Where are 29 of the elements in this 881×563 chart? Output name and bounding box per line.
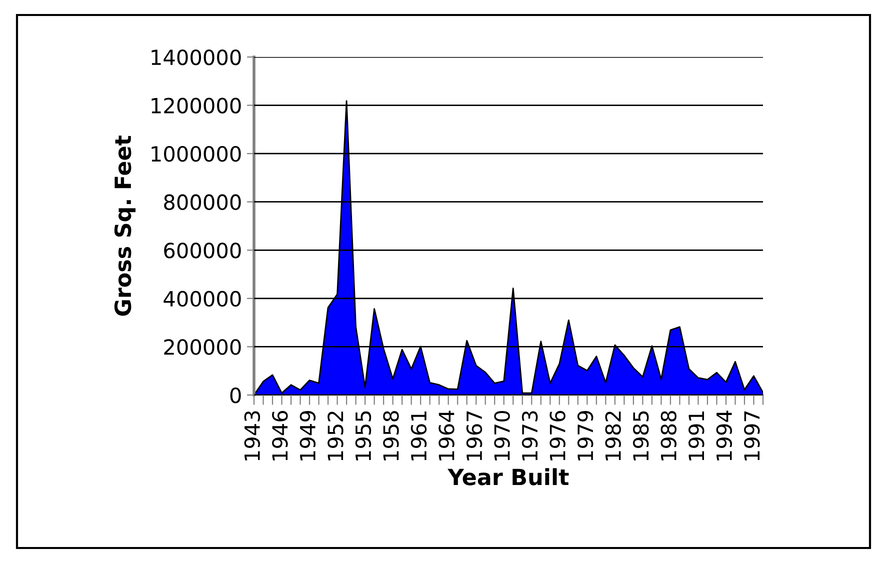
x-tick-label: 1979 bbox=[577, 411, 594, 460]
x-tick-label: 1976 bbox=[550, 410, 566, 460]
y-tick-label: 1400000 bbox=[152, 49, 241, 66]
x-tick-label: 1973 bbox=[522, 411, 538, 460]
y-tick-label: 600000 bbox=[164, 242, 241, 258]
x-axis-title: Year Built bbox=[448, 468, 569, 486]
x-tick-label: 1994 bbox=[716, 410, 732, 460]
x-tick-label: 1988 bbox=[660, 411, 676, 460]
y-tick-label: 200000 bbox=[164, 339, 241, 355]
x-tick-label: 1970 bbox=[494, 410, 510, 460]
x-tick-label: 1946 bbox=[272, 410, 288, 460]
x-tick-label: 1943 bbox=[244, 411, 260, 460]
x-tick-label: 1985 bbox=[632, 411, 649, 460]
x-tick-label: 1967 bbox=[466, 411, 482, 460]
y-tick-label: 800000 bbox=[164, 194, 241, 210]
x-tick-label: 1997 bbox=[744, 411, 760, 460]
x-tick-label: 1964 bbox=[438, 410, 454, 460]
x-tick-label: 1952 bbox=[328, 412, 344, 460]
x-tick-label: 1982 bbox=[605, 412, 621, 460]
x-tick-label: 1949 bbox=[300, 411, 316, 460]
x-tick-label: 1958 bbox=[383, 411, 399, 460]
x-tick-label: 1961 bbox=[410, 412, 427, 460]
x-tick-label: 1991 bbox=[688, 412, 704, 460]
y-tick-label: 1000000 bbox=[152, 146, 241, 162]
y-axis-title: Gross Sq. Feet bbox=[114, 136, 136, 316]
x-tick-label: 1955 bbox=[355, 411, 372, 460]
y-tick-label: 400000 bbox=[164, 290, 241, 307]
y-tick-label: 1200000 bbox=[152, 98, 241, 114]
y-tick-label: 0 bbox=[230, 387, 241, 404]
